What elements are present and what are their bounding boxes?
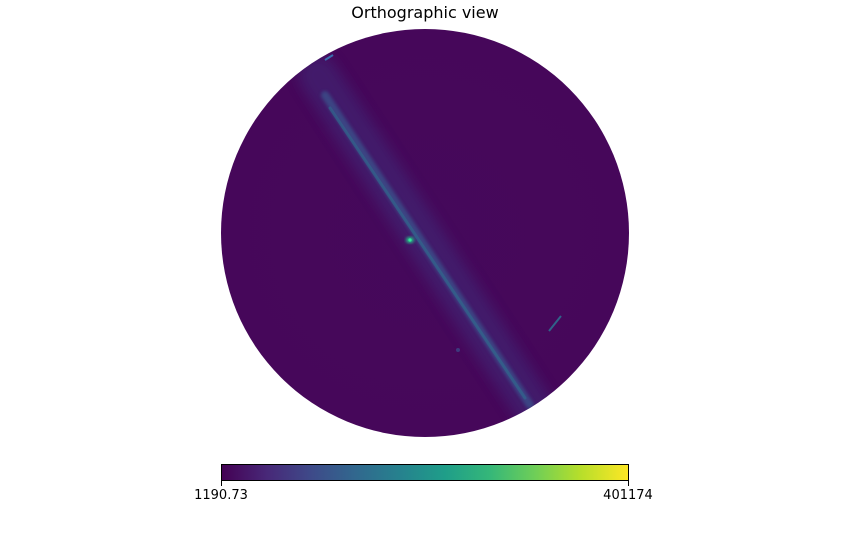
edge-feature-top bbox=[324, 54, 334, 61]
galactic-center-peak bbox=[408, 238, 412, 242]
point-source bbox=[456, 348, 460, 352]
colorbar bbox=[221, 464, 629, 481]
colorbar-min-label: 1190.73 bbox=[194, 488, 248, 503]
colorbar-max-label: 401174 bbox=[603, 488, 653, 503]
edge-feature-right bbox=[548, 315, 562, 332]
colorbar-max-tick bbox=[628, 481, 629, 486]
colorbar-min-tick bbox=[221, 481, 222, 486]
plot-title: Orthographic view bbox=[351, 3, 499, 22]
galactic-plane-core-line bbox=[328, 106, 527, 400]
